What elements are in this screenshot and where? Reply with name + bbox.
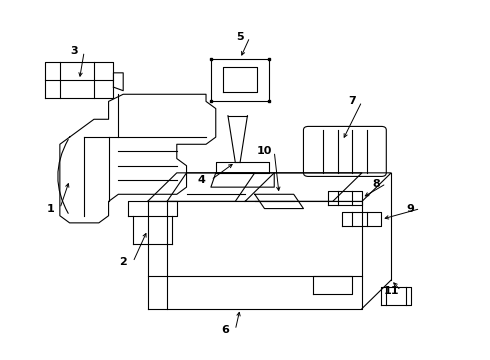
- Text: 10: 10: [257, 147, 272, 157]
- FancyBboxPatch shape: [303, 126, 386, 176]
- Text: 1: 1: [46, 203, 54, 213]
- Text: 7: 7: [348, 96, 356, 107]
- Text: 3: 3: [71, 46, 78, 57]
- Text: 9: 9: [407, 203, 415, 213]
- Text: 4: 4: [197, 175, 205, 185]
- Text: 8: 8: [373, 179, 380, 189]
- Text: 6: 6: [221, 325, 229, 335]
- Text: 2: 2: [120, 257, 127, 267]
- Text: 5: 5: [236, 32, 244, 42]
- Text: 11: 11: [383, 286, 399, 296]
